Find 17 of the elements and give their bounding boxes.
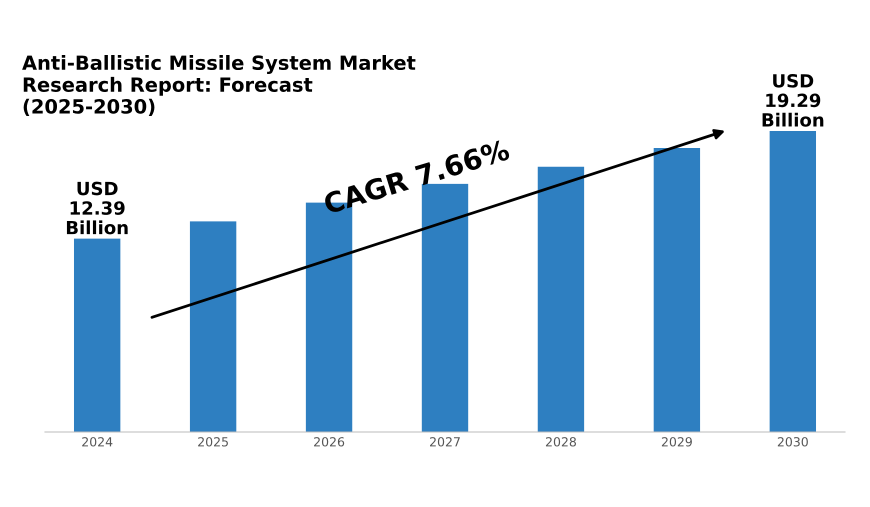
- data-label: USD 19.29 Billion: [762, 74, 824, 127]
- x-tick-label: 2024: [82, 437, 112, 447]
- chart-title: Anti-Ballistic Missile System Market Research Report: Forecast (2025-2030): [22, 55, 416, 116]
- data-label: USD 12.39 Billion: [66, 182, 128, 234]
- bar: [538, 166, 584, 432]
- bar: [190, 221, 236, 432]
- x-tick-label: 2028: [546, 437, 576, 447]
- x-tick-label: 2029: [662, 437, 692, 447]
- x-tick-label: 2030: [778, 437, 808, 447]
- bar: [654, 148, 700, 432]
- x-tick-label: 2026: [314, 437, 344, 447]
- x-tick-label: 2025: [198, 437, 228, 447]
- bar: [770, 131, 816, 432]
- x-tick-label: 2027: [430, 437, 460, 447]
- bar: [74, 238, 120, 432]
- annotation: CAGR 7.66%: [322, 138, 510, 214]
- bar: [422, 184, 468, 432]
